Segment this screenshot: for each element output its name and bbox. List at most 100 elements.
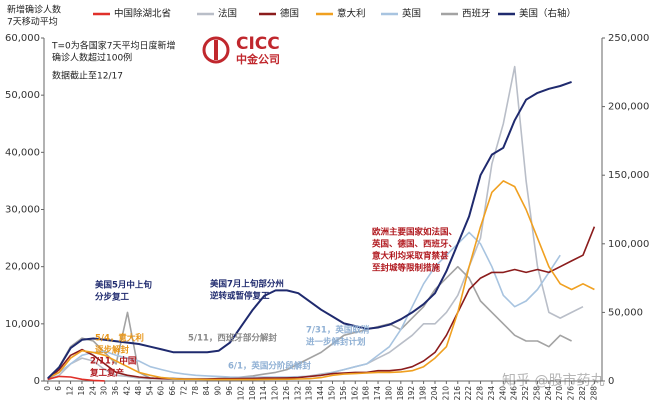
x-tick-label: 264	[544, 386, 553, 401]
annotation: 至封城等限制措施	[372, 263, 441, 274]
x-tick-label: 246	[510, 386, 519, 401]
annotation: 英国、德国、西班牙、	[371, 239, 457, 250]
annotation: T=0为各国家7天平均日度新增	[51, 40, 176, 52]
x-tick-label: 150	[327, 386, 336, 401]
x-tick-label: 96	[225, 386, 234, 396]
y-tick-label: 60,000	[5, 33, 40, 44]
annotation: 复工复产	[89, 368, 125, 379]
x-tick-label: 30	[100, 386, 109, 396]
y2-tick-label: 50,000	[608, 307, 643, 318]
x-tick-label: 78	[191, 386, 200, 396]
x-tick-label: 162	[350, 386, 359, 401]
x-tick-label: 258	[532, 386, 541, 401]
x-tick-label: 0	[43, 386, 52, 391]
y2-tick-label: 0	[608, 376, 614, 387]
annotation: 美国5月中上旬	[95, 280, 152, 291]
logo-bar	[214, 40, 218, 60]
x-tick-label: 228	[476, 386, 485, 401]
x-tick-label: 102	[236, 386, 245, 401]
y-tick-label: 0	[34, 376, 40, 387]
y-tick-label: 20,000	[5, 262, 40, 273]
legend-label: 西班牙	[462, 8, 491, 20]
x-tick-label: 72	[179, 386, 188, 396]
x-tick-label: 132	[293, 386, 302, 401]
legend-label: 德国	[280, 8, 299, 20]
annotation: 5/11，西班牙部分解封	[188, 333, 277, 344]
x-tick-label: 48	[134, 386, 143, 396]
legend-label: 英国	[402, 8, 421, 20]
x-tick-label: 222	[464, 386, 473, 401]
x-tick-label: 66	[168, 386, 177, 396]
legend-label: 法国	[218, 8, 237, 20]
x-tick-label: 192	[407, 386, 416, 401]
series-line	[47, 180, 595, 381]
x-tick-label: 210	[441, 386, 450, 401]
annotation: 逐步解封	[95, 345, 130, 356]
x-tick-label: 138	[305, 386, 314, 401]
series-line	[47, 226, 596, 380]
x-tick-label: 216	[453, 386, 462, 401]
logo-text: CICC	[236, 34, 280, 54]
x-tick-label: 108	[248, 386, 257, 401]
x-tick-label: 282	[578, 386, 587, 401]
annotation: 欧洲主要国家如法国、	[372, 227, 457, 238]
x-tick-label: 180	[384, 386, 393, 401]
x-tick-label: 198	[419, 386, 428, 401]
x-tick-label: 90	[214, 386, 223, 396]
legend-label: 意大利	[337, 8, 366, 20]
x-tick-label: 144	[316, 386, 325, 401]
y-tick-label: 10,000	[5, 319, 40, 330]
x-tick-label: 12	[66, 386, 75, 396]
x-tick-label: 234	[487, 386, 496, 401]
y2-tick-label: 100,000	[608, 239, 649, 250]
series-line	[47, 265, 572, 381]
annotation: 7天移动平均	[7, 16, 58, 28]
y-tick-label: 50,000	[5, 90, 40, 101]
x-tick-label: 114	[259, 386, 268, 401]
series-line	[47, 80, 572, 380]
series-line	[47, 375, 105, 382]
y-tick-label: 30,000	[5, 205, 40, 216]
logo: CICC 中金公司	[202, 34, 280, 66]
annotation: 确诊人数超过100例	[52, 52, 132, 64]
annotation: 数据截止至12/17	[52, 70, 123, 82]
legend-label: 美国（右轴）	[519, 8, 576, 20]
legend-label: 中国除湖北省	[114, 8, 171, 20]
x-tick-label: 252	[521, 386, 530, 401]
x-tick-label: 276	[567, 386, 576, 401]
x-tick-label: 6	[54, 386, 63, 391]
y-tick-label: 40,000	[5, 147, 40, 158]
annotation: 意大利均采取宵禁甚	[372, 251, 449, 262]
series-line	[47, 65, 584, 381]
x-tick-label: 120	[271, 386, 280, 401]
annotation: 新增确诊人数	[7, 4, 61, 16]
annotation: 进一步解封计划	[306, 337, 366, 348]
y2-tick-label: 200,000	[608, 102, 649, 113]
x-tick-label: 84	[202, 386, 211, 396]
logo-subtext: 中金公司	[236, 52, 280, 66]
logo-ring	[202, 36, 230, 64]
x-tick-label: 168	[362, 386, 371, 401]
x-tick-label: 240	[498, 386, 507, 401]
x-tick-label: 288	[589, 386, 598, 401]
x-tick-label: 186	[396, 386, 405, 401]
x-tick-label: 126	[282, 386, 291, 401]
x-tick-label: 270	[555, 386, 564, 401]
annotation: 2/11，中国	[90, 356, 136, 367]
y2-tick-label: 150,000	[608, 170, 649, 181]
annotation: 6/1，英国分阶段解封	[228, 361, 311, 372]
annotation: 逆转或暂停复工	[210, 291, 270, 302]
x-tick-label: 36	[111, 386, 120, 396]
x-tick-label: 204	[430, 386, 439, 401]
x-tick-label: 54	[145, 386, 154, 396]
x-tick-label: 24	[88, 386, 97, 396]
annotation: 美国7月上旬部分州	[210, 279, 284, 290]
x-tick-label: 60	[157, 386, 166, 396]
x-tick-label: 174	[373, 386, 382, 401]
y2-tick-label: 250,000	[608, 33, 649, 44]
annotation: 7/31，英国取消	[306, 325, 370, 336]
x-tick-label: 42	[123, 386, 132, 396]
x-tick-label: 156	[339, 386, 348, 401]
